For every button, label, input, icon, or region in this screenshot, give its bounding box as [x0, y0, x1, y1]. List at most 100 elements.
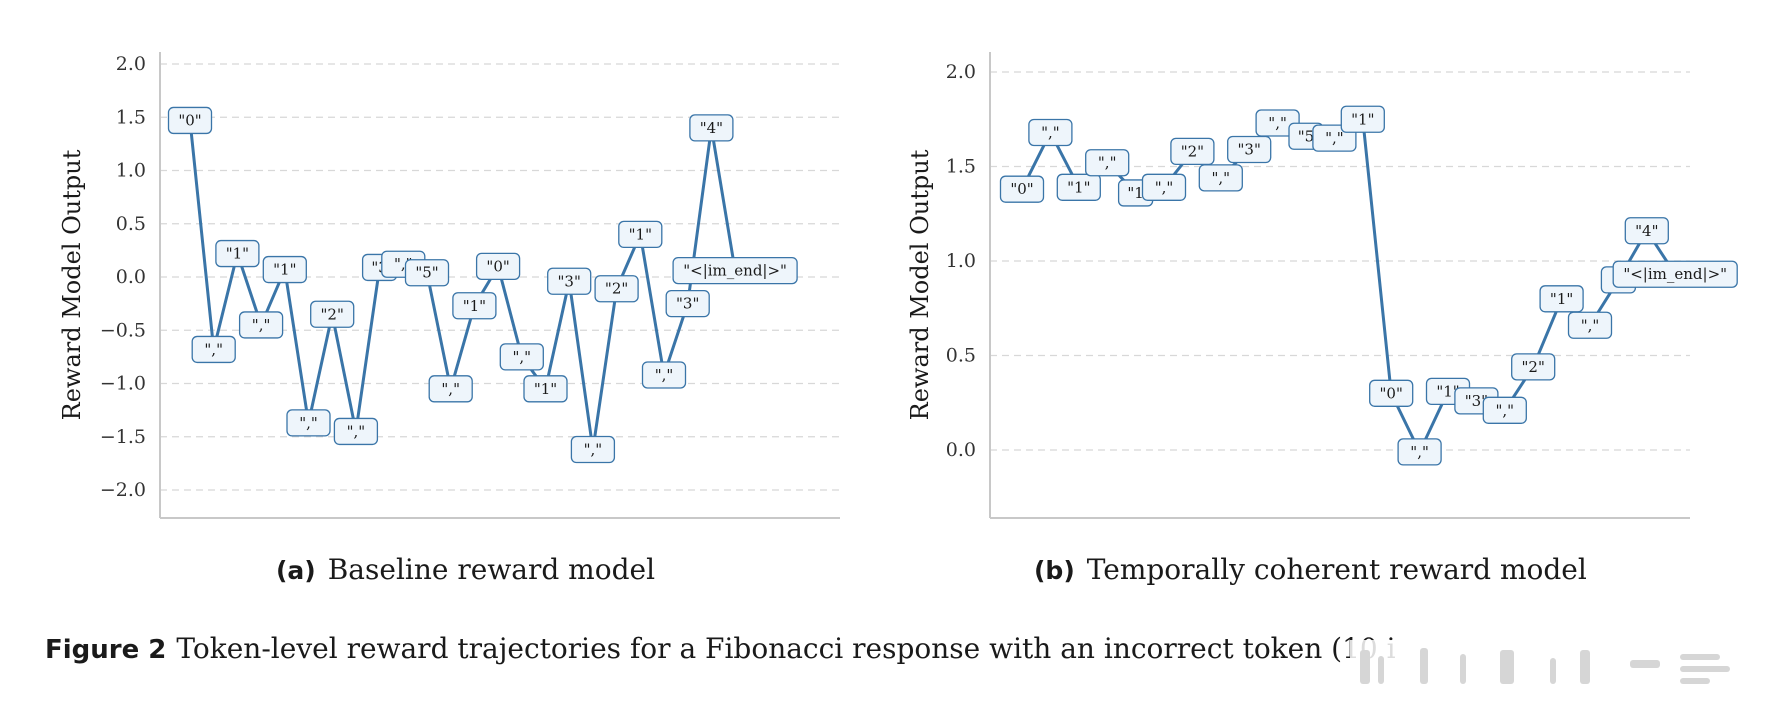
panel-a-token-label: ",": [238, 311, 284, 339]
panel-a-token-label: "1": [215, 239, 260, 268]
panel-b-token-label: "2": [1170, 137, 1215, 166]
panel-a-token-label: "1": [523, 375, 568, 403]
panel-a-ytick-label: 1.5: [116, 106, 146, 128]
panel-b-token-text: "1: [1127, 184, 1143, 202]
panel-a-token-label: "2": [594, 275, 639, 303]
panel-b-token-text: ",": [1410, 443, 1429, 461]
panel-a-token-box: [167, 106, 213, 135]
panel-a-token-box: [286, 409, 331, 437]
panel-a-ytick-label: 0.0: [116, 266, 146, 288]
panel-a-token-text: "0": [486, 257, 509, 275]
panel-b-token-label: ",": [1567, 311, 1613, 339]
panel-a-token-label: ",": [286, 409, 331, 437]
panel-a-ytick-label: 1.0: [116, 160, 146, 182]
panel-a-token-box: [570, 435, 616, 464]
panel-a-ytick-label: −1.0: [100, 373, 146, 395]
panel-b-token-box: [1170, 137, 1215, 166]
panel-b-token-text: "1": [1067, 178, 1090, 196]
panel-b-token-text: ",": [1496, 401, 1515, 419]
panel-b-token-text: "1": [1550, 290, 1573, 308]
panel-b-token-label: ",": [1397, 438, 1442, 466]
panel-a-token-text: "4": [700, 119, 723, 137]
panel-a-token-label: "0": [475, 252, 521, 281]
panel-b-token-box: [1624, 217, 1669, 245]
panel-b-token-box: [1056, 173, 1101, 201]
panel-b-token-box: [1369, 379, 1414, 407]
panel-a-token-text: "3": [676, 295, 699, 313]
panel-a-token-text: ",": [655, 366, 674, 384]
panel-b-ytick-label: 0.0: [946, 439, 976, 461]
panel-b-token-text: ",": [1098, 154, 1117, 172]
panel-a-token-box: [404, 259, 450, 287]
panel-a-token-text: ",": [204, 340, 223, 358]
panel-b-token-text: "0": [1380, 384, 1403, 402]
panel-b-token-label: ",": [1141, 173, 1187, 201]
panel-a-token-label: ",": [333, 417, 379, 446]
panel-b-ytick-label: 0.5: [946, 345, 976, 367]
panel-a-token-box: [689, 114, 734, 142]
panel-b-token-text: ",": [1268, 114, 1287, 132]
panel-a-token-text: ",": [252, 316, 271, 334]
panel-b-token-text: ",": [1581, 316, 1600, 334]
panel-b-caption-text: Temporally coherent reward model: [1086, 553, 1587, 586]
panel-a-token-box: [262, 255, 307, 284]
panel-a-token-label: ",": [499, 343, 544, 371]
panel-b-caption-label: (b): [1034, 556, 1075, 585]
panel-b-token-box: [1340, 105, 1385, 133]
panel-a-token-text: "5": [415, 264, 438, 282]
panel-a-token-label: "3": [665, 289, 710, 318]
panel-b-token-label: "0": [999, 175, 1045, 203]
panel-a-token-text: "<|im_end|>": [683, 262, 787, 280]
panel-a-token-text: "1": [273, 261, 296, 279]
panel-b-token-label: "<|im_end|>": [1612, 260, 1738, 288]
panel-a-token-label: "3": [547, 267, 592, 295]
panel-a-token-box: [618, 220, 663, 249]
panel-b-token-text: "2": [1522, 358, 1545, 376]
panel-b-token-box: [1397, 438, 1442, 466]
panel-a-ytick-label: −0.5: [100, 319, 146, 341]
panel-a-ytick-label: 2.0: [116, 53, 146, 75]
panel-a-caption: (a) Baseline reward model: [276, 553, 655, 586]
panel-a-token-label: "0": [167, 106, 213, 135]
panel-b-token-text: "0": [1010, 180, 1033, 198]
panel-b-token-label: "0": [1369, 379, 1414, 407]
panel-a-token-label: ",": [191, 335, 236, 364]
panel-a-ytick-label: 0.5: [116, 213, 146, 235]
panel-a-token-text: "2": [321, 305, 344, 323]
panel-a-token-text: ",": [513, 348, 532, 366]
panel-b-ytick-label: 1.0: [946, 250, 976, 272]
panel-b-token-box: [1198, 164, 1243, 192]
panel-a-ytick-label: −1.5: [100, 426, 146, 448]
panel-a-token-text: "1": [629, 225, 652, 243]
panel-b-token-box: [1567, 311, 1613, 339]
panel-a-token-box: [428, 375, 473, 403]
panel-b-token-text: ",": [1041, 123, 1060, 141]
panel-a-token-label: ",": [641, 361, 687, 389]
panel-b-ylabel: Reward Model Output: [906, 149, 934, 420]
panel-a-token-box: [475, 252, 521, 281]
panel-a-token-label: "1": [262, 255, 307, 284]
panel-b-token-label: "1": [1340, 105, 1385, 133]
panel-b-token-box: [999, 175, 1045, 203]
panel-a-token-box: [333, 417, 379, 446]
panel-b-token-box: [1539, 285, 1584, 313]
panel-a-token-box: [215, 239, 260, 268]
panel-b-token-text: "<|im_end|>": [1623, 265, 1727, 283]
panel-a-token-box: [238, 311, 284, 339]
panel-a-chart: −2.0 −1.5 −1.0 −0.5 0.0 0.5 1.0 1.5 2.0 Reward Mo…: [58, 52, 840, 519]
panel-a-caption-text: Baseline reward model: [327, 553, 656, 586]
panel-a-token-label: "<|im_end|>": [672, 256, 798, 285]
panel-a-token-box: [547, 267, 592, 295]
panel-a-token-text: ",": [584, 441, 603, 459]
panel-a-token-box: [594, 275, 639, 303]
panel-a-token-box: [499, 343, 544, 371]
panel-b-token-label: ",": [1198, 164, 1243, 192]
panel-b-token-box: [1141, 173, 1187, 201]
panel-b-token-box: [1482, 396, 1527, 424]
panel-b-token-text: "5: [1298, 127, 1314, 145]
panel-a-token-label: "1": [452, 292, 497, 320]
panel-a-token-text: "1": [534, 380, 557, 398]
panel-b-token-text: "2": [1181, 142, 1204, 160]
figure-caption-label: Figure 2: [45, 635, 167, 665]
